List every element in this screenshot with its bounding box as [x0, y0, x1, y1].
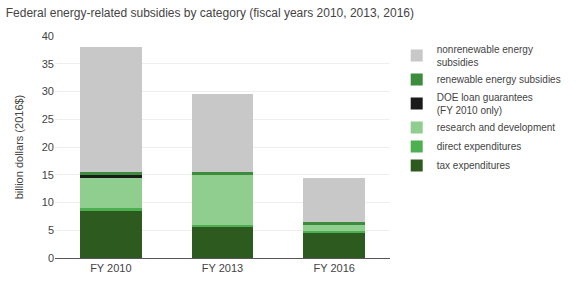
svg-text:research and development: research and development	[437, 122, 556, 133]
svg-text:nonrenewable energysubsidies: nonrenewable energysubsidies	[437, 44, 533, 68]
svg-text:Federal energy-related subsidi: Federal energy-related subsidies by cate…	[6, 6, 414, 20]
svg-text:billion dollars (2016$): billion dollars (2016$)	[13, 95, 25, 200]
svg-text:10: 10	[42, 196, 54, 208]
svg-text:direct expenditures: direct expenditures	[437, 141, 522, 152]
svg-text:FY 2010: FY 2010	[90, 262, 131, 274]
svg-text:0: 0	[48, 252, 54, 264]
svg-text:25: 25	[42, 113, 54, 125]
svg-text:40: 40	[42, 30, 54, 42]
svg-text:DOE loan guarantees(FY 2010 on: DOE loan guarantees(FY 2010 only)	[437, 92, 533, 116]
svg-text:tax expenditures: tax expenditures	[437, 160, 510, 171]
svg-text:FY 2013: FY 2013	[202, 262, 243, 274]
svg-text:30: 30	[42, 85, 54, 97]
svg-text:5: 5	[48, 224, 54, 236]
svg-text:20: 20	[42, 141, 54, 153]
svg-text:35: 35	[42, 58, 54, 70]
svg-text:FY 2016: FY 2016	[313, 262, 354, 274]
svg-text:renewable energy subsidies: renewable energy subsidies	[437, 74, 561, 85]
svg-text:15: 15	[42, 169, 54, 181]
